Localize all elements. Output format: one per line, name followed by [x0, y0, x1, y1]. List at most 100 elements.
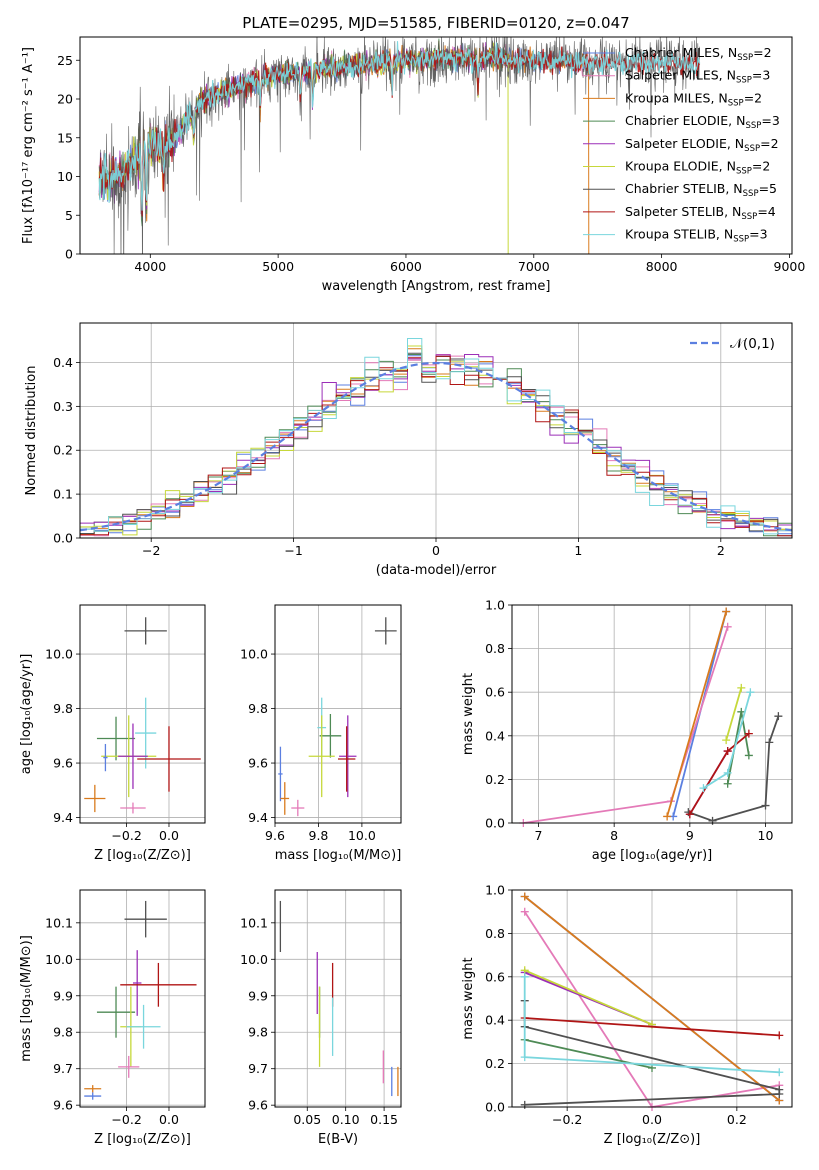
- plot-frame: [274, 604, 402, 824]
- x-tick-label: 9.6: [265, 828, 285, 843]
- x-tick-label: 8000: [646, 259, 678, 274]
- x-tick-label: 9: [686, 828, 694, 843]
- y-tick-label: 0.4: [53, 355, 73, 370]
- y-tick-label: 0.4: [485, 1013, 505, 1028]
- y-tick-label: 0.6: [485, 969, 505, 984]
- weight-marker-kroupa-miles: [663, 812, 672, 821]
- weight-marker-chabrier-stelib: [520, 1100, 529, 1109]
- y-axis-label: mass [log₁₀(M/M⊙)]: [19, 935, 34, 1062]
- x-axis-label: Z [log₁₀(Z/Z⊙)]: [94, 1132, 191, 1147]
- weight-vs-metallicity-panel: −0.2 0.0 0.2 0.0 0.2 0.4 0.6 0.8 1.0 Z [log₁₀(Z/Z…: [461, 883, 793, 1147]
- age-vs-mass-panel: 9.6 9.8 10.0 9.4 9.6 9.8 10.0 mass [log₁₀(M/M⊙)…: [240, 604, 402, 863]
- x-tick-label: 0.05: [293, 1112, 321, 1127]
- y-tick-label: 0.6: [485, 685, 505, 700]
- y-tick-label: 9.6: [53, 756, 73, 771]
- weight-marker-kroupa-stelib: [746, 688, 755, 697]
- x-tick-label: 6000: [390, 259, 422, 274]
- x-tick-label: 7: [535, 828, 543, 843]
- histogram-kroupa-stelib: [80, 338, 792, 538]
- y-tick-label: 9.7: [53, 1061, 73, 1076]
- y-tick-label: 0.2: [53, 443, 73, 458]
- weight-marker-chabrier-stelib: [761, 801, 770, 810]
- legend-entry-kroupa-miles: Kroupa MILES, NSSP=2: [625, 90, 762, 108]
- x-axis-label: (data-model)/error: [376, 563, 497, 578]
- weight-marker-kroupa-elodie: [722, 736, 731, 745]
- y-tick-label: 9.9: [248, 988, 268, 1003]
- weight-marker-kroupa-miles: [520, 892, 529, 901]
- age-vs-metallicity-panel: −0.2 0.0 9.4 9.6 9.8 10.0 Z [log₁₀(Z/Z⊙)] age […: [19, 604, 206, 863]
- y-axis-label: Flux [fλ10⁻¹⁷ erg cm⁻² s⁻¹ A⁻¹]: [21, 47, 36, 244]
- y-tick-label: 10.0: [45, 647, 73, 662]
- x-tick-label: 0.0: [159, 828, 179, 843]
- y-tick-label: 9.7: [248, 1061, 268, 1076]
- x-tick-label: −0.2: [552, 1112, 582, 1127]
- y-tick-label: 9.6: [53, 1098, 73, 1113]
- weight-marker-chabrier-stelib: [708, 816, 717, 825]
- y-tick-label: 0.0: [485, 1100, 505, 1115]
- y-tick-label: 9.4: [248, 810, 268, 825]
- legend-entry-kroupa-stelib: Kroupa STELIB, NSSP=3: [625, 227, 768, 245]
- weight-marker-chabrier-stelib: [774, 712, 783, 721]
- x-tick-label: 10.0: [348, 828, 376, 843]
- y-tick-label: 0.0: [485, 816, 505, 831]
- x-tick-label: 0.10: [332, 1112, 360, 1127]
- x-tick-label: −2: [142, 543, 160, 558]
- weight-marker-chabrier-stelib: [765, 738, 774, 747]
- y-tick-label: 0: [65, 247, 73, 262]
- y-tick-label: 15: [57, 130, 73, 145]
- legend-entry-chabrier-elodie: Chabrier ELODIE, NSSP=3: [625, 113, 780, 131]
- y-tick-label: 9.6: [248, 756, 268, 771]
- x-axis-label: wavelength [Angstrom, rest frame]: [322, 279, 551, 294]
- weight-marker-kroupa-stelib: [520, 972, 529, 981]
- legend-entry-normal: 𝒩(0,1): [730, 336, 775, 352]
- x-tick-label: 9.8: [309, 828, 329, 843]
- plot-frame: [511, 604, 793, 824]
- weight-line-salpeter-stelib: [689, 732, 750, 815]
- y-tick-label: 0.8: [485, 641, 505, 656]
- y-tick-label: 10: [57, 169, 73, 184]
- weight-marker-chabrier-elodie: [723, 779, 732, 788]
- y-tick-label: 10.0: [240, 647, 268, 662]
- y-tick-label: 10.1: [240, 915, 268, 930]
- plot-frame: [79, 322, 793, 539]
- plot-frame: [79, 36, 793, 255]
- y-axis-label: mass weight: [461, 673, 476, 755]
- weight-marker-kroupa-miles: [722, 607, 731, 616]
- normal-reference-curve: [80, 361, 792, 532]
- y-tick-label: 9.4: [53, 810, 73, 825]
- weight-line-kroupa-miles: [524, 895, 780, 1102]
- y-tick-label: 20: [57, 92, 73, 107]
- plot-frame: [511, 889, 793, 1108]
- legend-entry-chabrier-stelib: Chabrier STELIB, NSSP=5: [625, 181, 777, 199]
- weight-marker-chabrier-stelib: [775, 1085, 784, 1094]
- weight-line-kroupa-elodie: [524, 969, 653, 1026]
- y-tick-label: 0.8: [485, 926, 505, 941]
- plot-frame: [274, 889, 402, 1108]
- legend-entry-salpeter-miles: Salpeter MILES, NSSP=3: [625, 68, 770, 86]
- x-tick-label: −0.2: [111, 828, 141, 843]
- weight-marker-kroupa-stelib: [775, 1068, 784, 1077]
- x-tick-label: 0.15: [370, 1112, 398, 1127]
- weight-marker-salpeter-stelib: [744, 729, 753, 738]
- legend-entry-chabrier-miles: Chabrier MILES, NSSP=2: [625, 45, 772, 63]
- weight-marker-salpeter-stelib: [723, 747, 732, 756]
- x-axis-label: E(B-V): [318, 1132, 358, 1147]
- weight-marker-kroupa-stelib: [723, 768, 732, 777]
- x-tick-label: 0: [432, 543, 440, 558]
- x-tick-label: 10: [758, 828, 774, 843]
- residuals-panel: −2 −1 0 1 2 0.0 0.1 0.2 0.3 0.4 (data-model)/error…: [24, 322, 793, 578]
- y-tick-label: 9.8: [248, 1025, 268, 1040]
- x-axis-label: age [log₁₀(age/yr)]: [592, 848, 713, 863]
- y-tick-label: 25: [57, 53, 73, 68]
- weight-line-salpeter-stelib: [524, 1017, 780, 1037]
- legend-entry-kroupa-elodie: Kroupa ELODIE, NSSP=2: [625, 159, 770, 177]
- x-tick-label: −1: [284, 543, 302, 558]
- spectrum-panel: 4000 5000 6000 7000 8000 9000 0 5 10 15 20 25 wavele…: [21, 36, 805, 294]
- y-tick-label: 9.8: [53, 701, 73, 716]
- x-tick-label: 5000: [262, 259, 294, 274]
- y-tick-label: 1.0: [485, 883, 505, 898]
- y-tick-label: 0.3: [53, 399, 73, 414]
- y-tick-label: 9.8: [248, 701, 268, 716]
- y-tick-label: 10.0: [45, 952, 73, 967]
